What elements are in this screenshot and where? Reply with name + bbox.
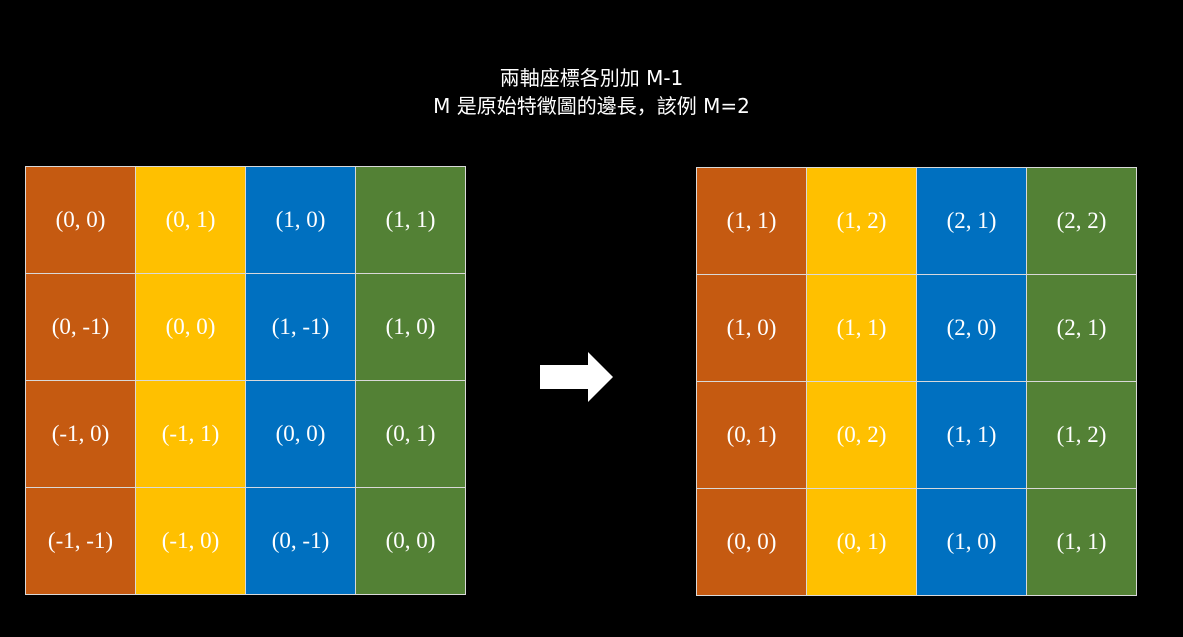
- grid-cell: (2, 2): [1027, 168, 1136, 274]
- grid-cell: (0, 1): [356, 381, 465, 487]
- grid-cell: (-1, 0): [26, 381, 135, 487]
- grid-cell: (1, 1): [917, 382, 1026, 488]
- grid-cell: (1, 1): [1027, 489, 1136, 595]
- grid-cell: (-1, 0): [136, 488, 245, 594]
- original-coordinate-grid: (0, 0) (0, 1) (1, 0) (1, 1) (0, -1) (0, …: [25, 166, 466, 595]
- grid-cell: (0, 0): [246, 381, 355, 487]
- grid-cell: (0, 0): [697, 489, 806, 595]
- grid-cell: (0, 0): [356, 488, 465, 594]
- grid-cell: (1, 0): [917, 489, 1026, 595]
- grid-cell: (1, 0): [697, 275, 806, 381]
- grid-cell: (1, 1): [697, 168, 806, 274]
- grid-cell: (0, 1): [136, 167, 245, 273]
- grid-cell: (1, 1): [807, 275, 916, 381]
- grid-cell: (1, 2): [807, 168, 916, 274]
- grid-cell: (0, -1): [26, 274, 135, 380]
- grid-cell: (0, 1): [697, 382, 806, 488]
- grid-cell: (0, -1): [246, 488, 355, 594]
- grid-cell: (1, 1): [356, 167, 465, 273]
- grid-cell: (0, 1): [807, 489, 916, 595]
- caption-line-2: M 是原始特徵圖的邊長，該例 M=2: [433, 94, 750, 118]
- shifted-coordinate-grid: (1, 1) (1, 2) (2, 1) (2, 2) (1, 0) (1, 1…: [696, 167, 1137, 596]
- grid-cell: (1, 0): [356, 274, 465, 380]
- grid-cell: (1, -1): [246, 274, 355, 380]
- grid-cell: (1, 0): [246, 167, 355, 273]
- caption: 兩軸座標各別加 M-1 M 是原始特徵圖的邊長，該例 M=2: [0, 64, 1183, 120]
- grid-cell: (-1, 1): [136, 381, 245, 487]
- grid-cell: (-1, -1): [26, 488, 135, 594]
- grid-cell: (0, 0): [136, 274, 245, 380]
- right-arrow-icon: [540, 352, 613, 402]
- grid-cell: (0, 2): [807, 382, 916, 488]
- grid-cell: (2, 1): [1027, 275, 1136, 381]
- grid-cell: (2, 0): [917, 275, 1026, 381]
- grid-cell: (1, 2): [1027, 382, 1136, 488]
- caption-line-1: 兩軸座標各別加 M-1: [499, 66, 684, 90]
- grid-cell: (0, 0): [26, 167, 135, 273]
- grid-cell: (2, 1): [917, 168, 1026, 274]
